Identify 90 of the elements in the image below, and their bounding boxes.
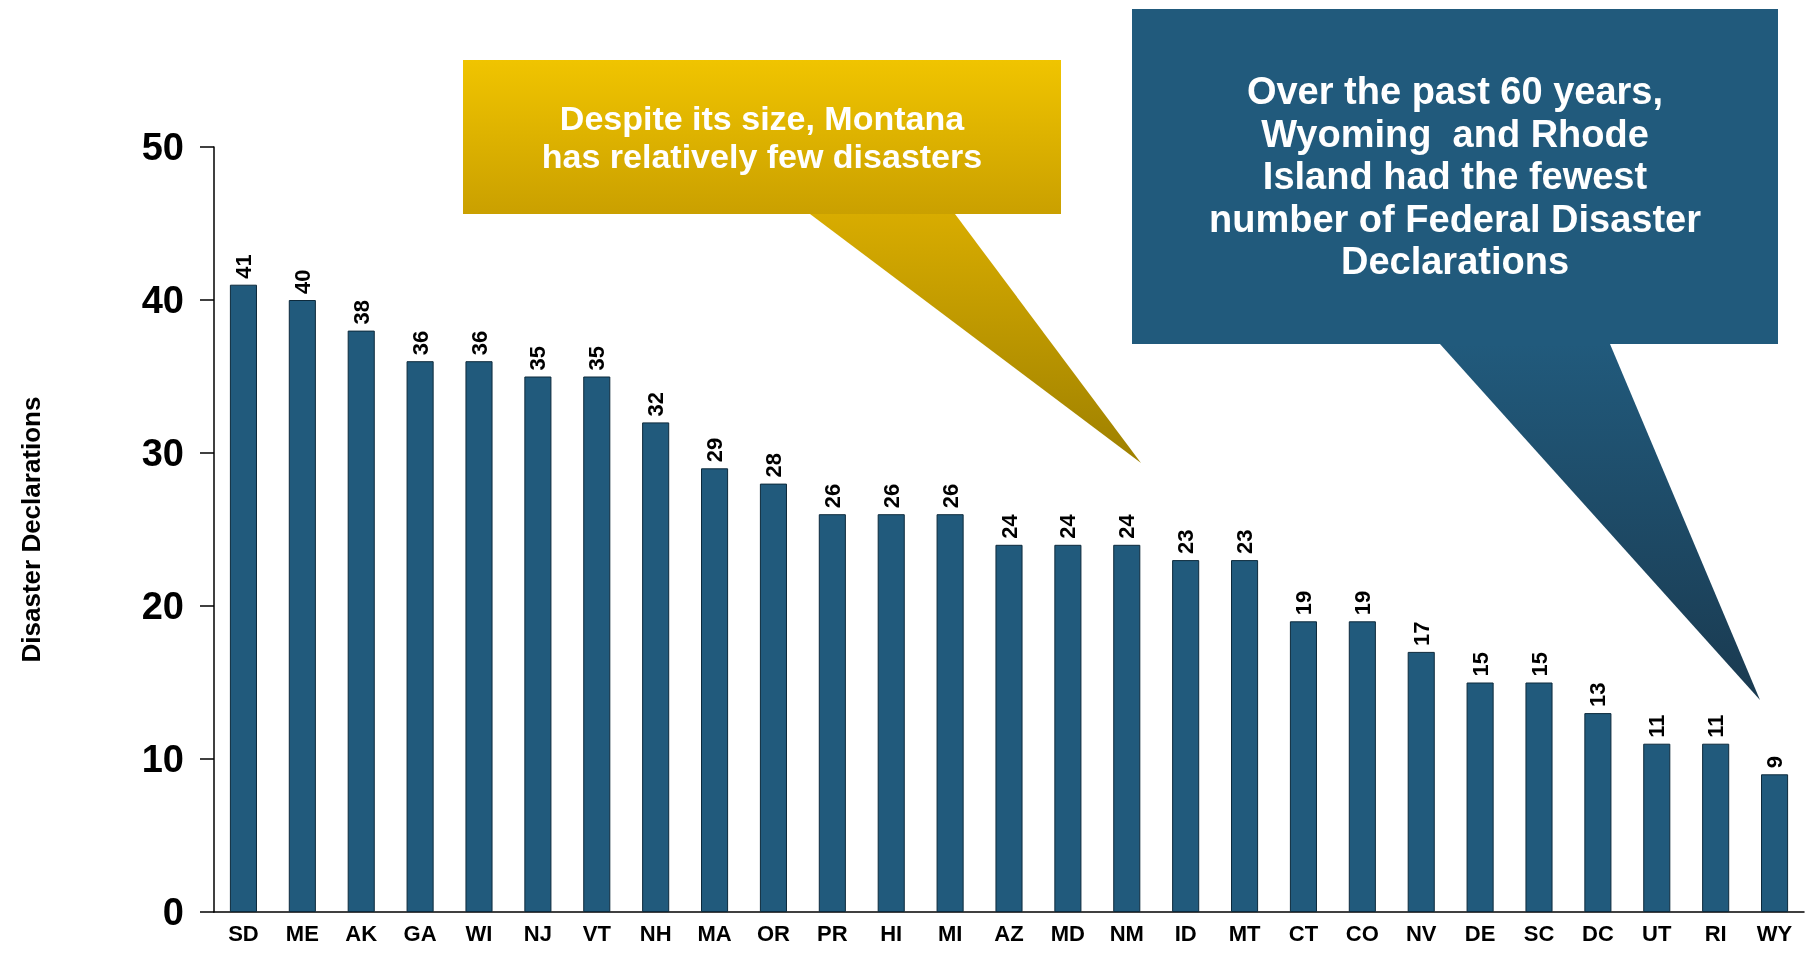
bar — [1584, 713, 1612, 912]
data-label: 17 — [1408, 621, 1434, 646]
x-tick-label: MA — [697, 920, 732, 946]
y-tick-label: 30 — [141, 432, 184, 474]
bar — [1054, 544, 1082, 912]
data-label: 24 — [1114, 513, 1140, 539]
annotation: Despite its size, Montana has relatively few disasters — [463, 60, 1061, 214]
x-tick-label: CT — [1288, 920, 1319, 946]
data-label: 11 — [1703, 714, 1729, 738]
bar — [288, 300, 316, 912]
data-label: 26 — [878, 483, 904, 509]
x-tick-label: MT — [1228, 920, 1261, 946]
data-label: 9 — [1762, 756, 1788, 769]
x-tick-label: SD — [228, 920, 259, 946]
data-label: 35 — [584, 346, 610, 371]
x-tick-label: VT — [582, 920, 612, 946]
data-label: 15 — [1467, 652, 1493, 677]
bar — [1407, 651, 1435, 912]
y-axis-title: Disaster Declarations — [16, 396, 46, 663]
bar — [1761, 774, 1789, 912]
x-tick-label: NM — [1109, 920, 1144, 946]
data-label: 23 — [1173, 529, 1199, 555]
x-tick-label: PR — [817, 920, 848, 946]
bar — [936, 514, 964, 912]
data-label: 32 — [643, 391, 669, 417]
x-tick-label: CO — [1345, 920, 1379, 946]
x-tick-label: AK — [345, 920, 378, 946]
bar — [1466, 682, 1494, 912]
data-label: 41 — [230, 254, 256, 279]
bar — [1702, 743, 1730, 912]
x-tick-label: OR — [756, 920, 791, 946]
bar — [759, 483, 787, 912]
bar — [347, 330, 375, 912]
x-tick-label: DE — [1464, 920, 1496, 946]
y-tick-label: 10 — [141, 738, 184, 780]
bar — [524, 376, 552, 912]
data-label: 36 — [407, 330, 433, 356]
bar — [1643, 743, 1671, 912]
data-label: 13 — [1585, 682, 1611, 708]
data-label: 26 — [937, 483, 963, 509]
data-label: 36 — [466, 330, 492, 356]
x-tick-label: UT — [1642, 920, 1672, 946]
data-label: 24 — [996, 513, 1022, 539]
data-label: 24 — [1055, 513, 1081, 539]
data-label: 19 — [1349, 590, 1375, 616]
bar — [1113, 544, 1141, 912]
annotation: Over the past 60 years, Wyoming and Rhode Island had the fewest number of Federal Disaster Declarations — [1132, 9, 1778, 344]
bar — [583, 376, 611, 912]
bar — [1289, 621, 1317, 912]
data-label: 19 — [1290, 590, 1316, 616]
bar — [465, 361, 493, 912]
x-tick-label: NJ — [523, 920, 552, 946]
y-tick-label: 50 — [141, 126, 184, 168]
x-tick-label: ME — [285, 920, 319, 946]
x-tick-label: WY — [1756, 920, 1793, 946]
x-tick-label: DC — [1582, 920, 1614, 946]
x-tick-label: GA — [403, 920, 437, 946]
y-tick-label: 40 — [141, 279, 184, 321]
y-tick-label: 0 — [162, 891, 184, 933]
x-tick-label: NV — [1405, 920, 1437, 946]
bar — [877, 514, 905, 912]
bar — [701, 468, 729, 912]
bar — [1172, 560, 1200, 912]
bar — [642, 422, 670, 912]
bar — [229, 284, 257, 912]
x-tick-label: RI — [1704, 920, 1727, 946]
bar — [818, 514, 846, 912]
data-label: 23 — [1232, 529, 1258, 555]
bar — [1525, 682, 1553, 912]
bar — [1348, 621, 1376, 912]
x-tick-label: MD — [1050, 920, 1085, 946]
x-tick-label: SC — [1523, 920, 1555, 946]
bar — [995, 544, 1023, 912]
x-tick-label: WI — [465, 920, 493, 946]
y-tick-label: 20 — [141, 585, 184, 627]
data-label: 38 — [348, 300, 374, 325]
data-label: 15 — [1526, 652, 1552, 677]
data-label: 29 — [702, 437, 728, 463]
data-label: 11 — [1644, 714, 1670, 738]
x-tick-label: HI — [880, 920, 903, 946]
x-tick-label: NH — [639, 920, 672, 946]
x-tick-label: ID — [1174, 920, 1197, 946]
x-tick-label: AZ — [994, 920, 1024, 946]
data-label: 26 — [819, 483, 845, 509]
x-tick-label: MI — [937, 920, 963, 946]
data-label: 35 — [525, 346, 551, 371]
bar — [1231, 560, 1259, 912]
bar — [406, 361, 434, 912]
data-label: 40 — [289, 269, 315, 294]
data-label: 28 — [760, 453, 786, 478]
